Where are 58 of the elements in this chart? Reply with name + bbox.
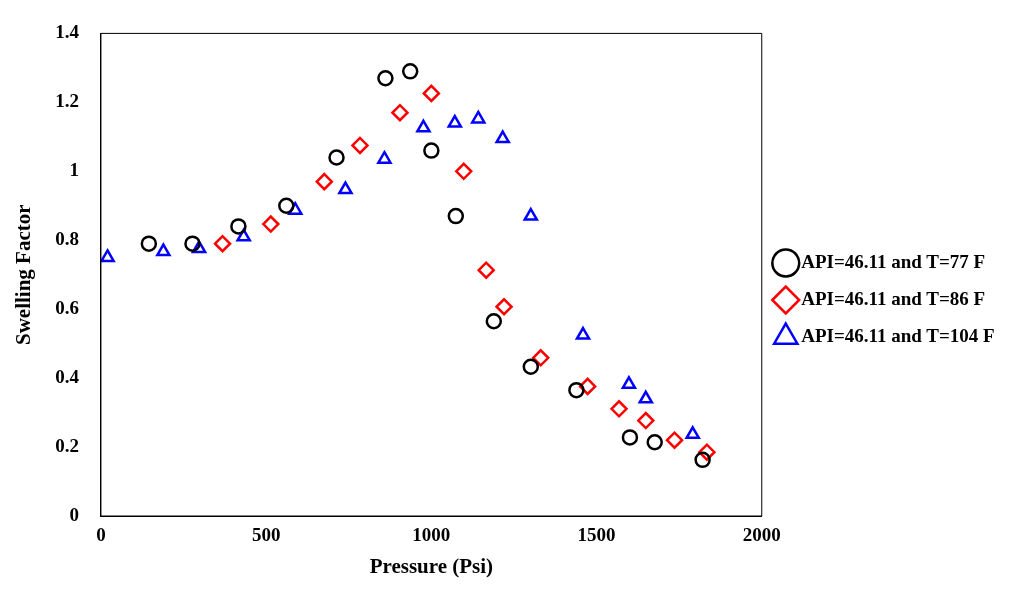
point [140, 235, 158, 252]
point [638, 390, 654, 404]
point [454, 162, 473, 181]
point [447, 114, 463, 128]
legend-label: API=46.11 and T=104 F [801, 324, 995, 346]
point [416, 119, 431, 133]
y-tick-label: 0.8 [55, 228, 79, 250]
x-tick-label: 0 [96, 524, 106, 546]
point [495, 298, 513, 316]
point [470, 110, 486, 124]
point [568, 381, 585, 399]
point [184, 235, 201, 252]
point [351, 136, 369, 155]
point [523, 207, 539, 221]
point [262, 215, 280, 233]
point [315, 172, 334, 191]
y-tick-label: 0.6 [55, 297, 79, 319]
point [495, 130, 511, 144]
point [338, 181, 353, 195]
x-axis-title: Pressure (Psi) [369, 553, 494, 578]
point [477, 261, 495, 279]
x-tick-label: 2000 [742, 524, 781, 546]
x-tick-label: 1500 [577, 524, 616, 546]
legend-label: API=46.11 and T=86 F [801, 287, 986, 309]
point [694, 451, 711, 469]
y-tick-label: 0 [69, 503, 79, 525]
x-tick-label: 1000 [412, 524, 451, 546]
point [213, 234, 232, 253]
point [665, 431, 684, 449]
y-tick-label: 1 [69, 159, 79, 181]
point [637, 411, 655, 430]
point [685, 426, 701, 440]
point [522, 358, 540, 375]
point [377, 150, 392, 164]
x-tick-label: 500 [251, 524, 281, 546]
y-tick-label: 1.2 [55, 90, 79, 112]
point [610, 400, 628, 418]
point [377, 69, 394, 87]
point [328, 149, 345, 166]
y-tick-label: 0.4 [55, 366, 80, 388]
y-axis-title: Swelling Factor [11, 204, 36, 345]
point [422, 84, 441, 103]
point [621, 429, 639, 446]
y-tick-label: 1.4 [55, 21, 80, 43]
point [621, 376, 637, 390]
point [646, 433, 663, 451]
point [575, 326, 591, 340]
point [401, 63, 419, 80]
point [156, 243, 171, 257]
y-tick-label: 0.2 [55, 434, 79, 456]
point [485, 312, 503, 330]
point [423, 142, 440, 159]
point [447, 207, 465, 225]
point [100, 249, 115, 263]
point [230, 218, 247, 235]
legend-label: API=46.11 and T=77 F [801, 250, 986, 272]
point [278, 197, 295, 215]
point [391, 103, 409, 122]
